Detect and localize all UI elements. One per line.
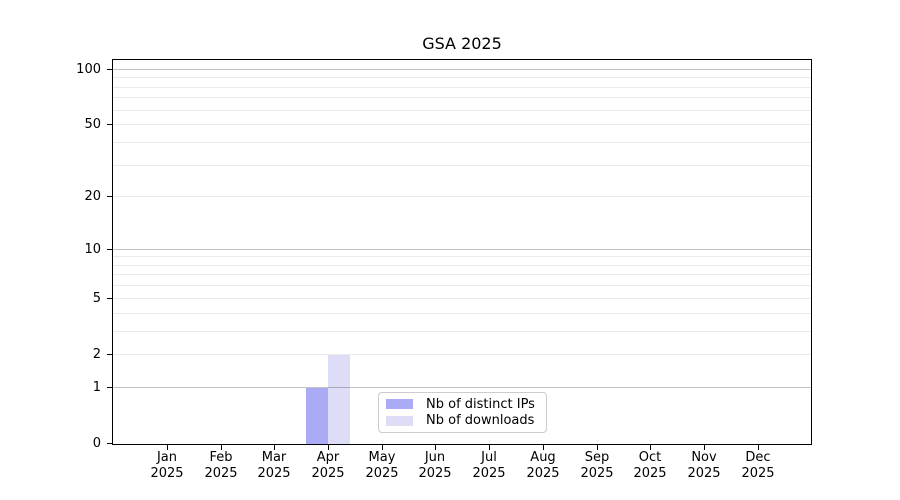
y-tick-mark: [107, 354, 113, 355]
x-tick-mark: [704, 444, 705, 450]
gridline-major: [113, 387, 811, 388]
x-tick-mark: [328, 444, 329, 450]
x-tick-label: May 2025: [365, 450, 399, 481]
y-tick-mark: [107, 249, 113, 250]
gridline-major: [113, 69, 811, 70]
gridline-minor: [113, 124, 811, 125]
x-tick-mark: [167, 444, 168, 450]
y-tick-label: 0: [92, 436, 101, 451]
legend-label-distinct-ips: Nb of distinct IPs: [426, 396, 535, 412]
gridline-minor: [113, 256, 811, 257]
gridline-minor: [113, 196, 811, 197]
gridline-minor: [113, 354, 811, 355]
chart-title: GSA 2025: [422, 34, 502, 53]
x-tick-mark: [274, 444, 275, 450]
legend-label-downloads: Nb of downloads: [426, 413, 535, 429]
gridline-minor: [113, 110, 811, 111]
x-tick-label: Aug 2025: [526, 450, 560, 481]
y-tick-label: 2: [92, 347, 101, 362]
y-tick-mark: [107, 387, 113, 388]
gridline-major: [113, 249, 811, 250]
bar-nb-of-distinct-ips: [306, 387, 329, 444]
x-tick-mark: [758, 444, 759, 450]
y-tick-label: 1: [92, 380, 101, 395]
gridline-minor: [113, 298, 811, 299]
legend-item-downloads: Nb of downloads: [386, 413, 539, 428]
gridline-minor: [113, 142, 811, 143]
legend-swatch-distinct-ips: [386, 399, 413, 410]
gridline-minor: [113, 97, 811, 98]
x-tick-label: Feb 2025: [204, 450, 238, 481]
gridline-minor: [113, 265, 811, 266]
y-tick-mark: [107, 298, 113, 299]
gridline-minor: [113, 165, 811, 166]
x-tick-label: Apr 2025: [311, 450, 345, 481]
x-tick-label: Sep 2025: [580, 450, 614, 481]
gridline-minor: [113, 274, 811, 275]
gridline-minor: [113, 285, 811, 286]
x-tick-label: Mar 2025: [257, 450, 291, 481]
y-tick-label: 10: [84, 242, 101, 257]
y-tick-mark: [107, 69, 113, 70]
bar-nb-of-downloads: [328, 354, 351, 444]
x-tick-label: Jan 2025: [150, 450, 184, 481]
x-tick-mark: [543, 444, 544, 450]
plot-area: 0 1 2 5 10 20 50 100 Jan 2025 Feb 2025 Mar 2025 Apr…: [76, 59, 812, 481]
y-tick-mark: [107, 124, 113, 125]
x-tick-label: Nov 2025: [687, 450, 721, 481]
gridline-minor: [113, 313, 811, 314]
x-tick-mark: [382, 444, 383, 450]
legend-item-distinct-ips: Nb of distinct IPs: [386, 397, 539, 412]
x-tick-mark: [597, 444, 598, 450]
x-tick-mark: [221, 444, 222, 450]
y-tick-label: 20: [84, 189, 101, 204]
y-tick-label: 100: [76, 62, 101, 77]
legend-swatch-downloads: [386, 415, 413, 426]
gridline-minor: [113, 331, 811, 332]
x-tick-mark: [650, 444, 651, 450]
x-tick-label: Jul 2025: [472, 450, 506, 481]
x-tick-label: Jun 2025: [418, 450, 452, 481]
x-tick-mark: [489, 444, 490, 450]
gridline-minor: [113, 87, 811, 88]
y-tick-mark: [107, 443, 113, 444]
x-tick-mark: [435, 444, 436, 450]
y-tick-mark: [107, 196, 113, 197]
x-tick-label: Oct 2025: [633, 450, 667, 481]
y-tick-label: 5: [92, 291, 101, 306]
x-tick-label: Dec 2025: [741, 450, 775, 481]
gridline-minor: [113, 77, 811, 78]
legend: Nb of distinct IPs Nb of downloads: [378, 392, 547, 433]
y-tick-label: 50: [84, 117, 101, 132]
